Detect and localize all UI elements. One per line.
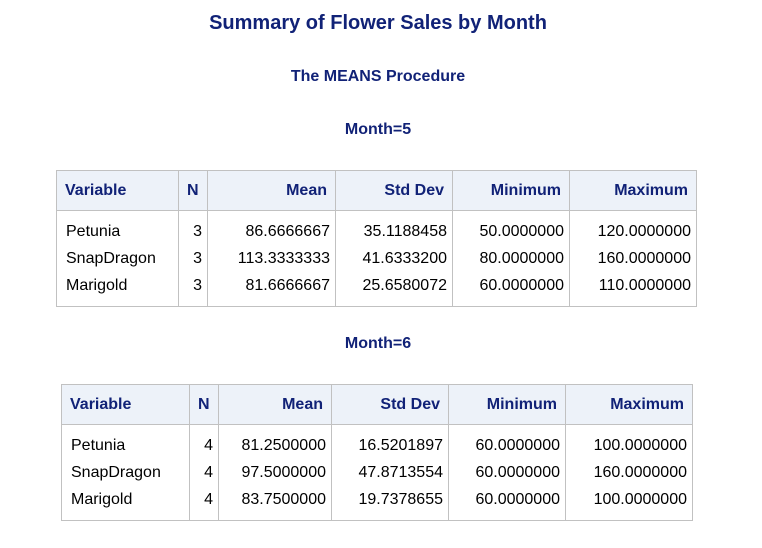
table-cell: 3	[193, 250, 202, 267]
table-cell: 25.6580072	[362, 277, 447, 294]
table-cell: 97.5000000	[241, 464, 326, 481]
maximum-column: 120.0000000 160.0000000 110.0000000	[569, 210, 697, 307]
table-cell: 19.7378655	[358, 491, 443, 508]
statistics-table-month-6: Variable N Mean Std Dev Minimum Maximum …	[61, 384, 693, 521]
table-cell: Marigold	[71, 491, 133, 508]
table-cell: 4	[204, 437, 213, 454]
column-header-mean: Mean	[207, 170, 336, 211]
table-cell: 83.7500000	[241, 491, 326, 508]
column-header-mean: Mean	[218, 384, 332, 425]
minimum-column: 60.0000000 60.0000000 60.0000000	[448, 424, 566, 521]
table-cell: 60.0000000	[479, 277, 564, 294]
table-cell: 81.2500000	[241, 437, 326, 454]
table-cell: 100.0000000	[593, 437, 687, 454]
table-cell: 113.3333333	[237, 250, 330, 267]
column-header-variable: Variable	[56, 170, 179, 211]
by-group-label-month-5: Month=5	[344, 121, 412, 138]
n-column: 4 4 4	[189, 424, 219, 521]
column-header-n: N	[189, 384, 219, 425]
n-column: 3 3 3	[178, 210, 208, 307]
table-cell: 16.5201897	[358, 437, 443, 454]
table-cell: Marigold	[66, 277, 128, 294]
minimum-column: 50.0000000 80.0000000 60.0000000	[452, 210, 570, 307]
table-cell: Petunia	[66, 223, 121, 240]
table-cell: 50.0000000	[479, 223, 564, 240]
table-cell: 60.0000000	[475, 437, 560, 454]
report-title: Summary of Flower Sales by Month	[209, 12, 547, 34]
table-cell: 3	[193, 223, 202, 240]
column-header-maximum: Maximum	[565, 384, 693, 425]
table-cell: 4	[204, 491, 213, 508]
table-cell: 60.0000000	[475, 464, 560, 481]
statistics-table-month-5: Variable N Mean Std Dev Minimum Maximum …	[56, 170, 697, 307]
procedure-title: The MEANS Procedure	[290, 68, 466, 85]
table-cell: 41.6333200	[362, 250, 447, 267]
std-dev-column: 35.1188458 41.6333200 25.6580072	[335, 210, 453, 307]
table-cell: 3	[193, 277, 202, 294]
variable-column: Petunia SnapDragon Marigold	[61, 424, 190, 521]
table-cell: 160.0000000	[593, 464, 687, 481]
table-cell: Petunia	[71, 437, 126, 454]
maximum-column: 100.0000000 160.0000000 100.0000000	[565, 424, 693, 521]
table-cell: 86.6666667	[245, 223, 330, 240]
by-group-label-month-6: Month=6	[344, 335, 412, 352]
table-cell: 110.0000000	[598, 277, 691, 294]
mean-column: 86.6666667 113.3333333 81.6666667	[207, 210, 336, 307]
table-cell: 81.6666667	[245, 277, 330, 294]
std-dev-column: 16.5201897 47.8713554 19.7378655	[331, 424, 449, 521]
table-cell: SnapDragon	[71, 464, 161, 481]
mean-column: 81.2500000 97.5000000 83.7500000	[218, 424, 332, 521]
table-cell: 35.1188458	[363, 223, 447, 240]
table-data-block: Petunia SnapDragon Marigold 3 3 3 86.666…	[56, 210, 697, 307]
table-cell: 80.0000000	[479, 250, 564, 267]
column-header-variable: Variable	[61, 384, 190, 425]
column-header-minimum: Minimum	[452, 170, 570, 211]
column-header-std-dev: Std Dev	[335, 170, 453, 211]
table-header-row: Variable N Mean Std Dev Minimum Maximum	[56, 170, 697, 211]
table-cell: 160.0000000	[597, 250, 691, 267]
table-cell: 100.0000000	[593, 491, 687, 508]
table-cell: 120.0000000	[597, 223, 691, 240]
column-header-n: N	[178, 170, 208, 211]
table-cell: 47.8713554	[358, 464, 443, 481]
column-header-std-dev: Std Dev	[331, 384, 449, 425]
table-cell: 60.0000000	[475, 491, 560, 508]
column-header-maximum: Maximum	[569, 170, 697, 211]
table-cell: 4	[204, 464, 213, 481]
table-header-row: Variable N Mean Std Dev Minimum Maximum	[61, 384, 693, 425]
variable-column: Petunia SnapDragon Marigold	[56, 210, 179, 307]
table-data-block: Petunia SnapDragon Marigold 4 4 4 81.250…	[61, 424, 693, 521]
column-header-minimum: Minimum	[448, 384, 566, 425]
table-cell: SnapDragon	[66, 250, 156, 267]
